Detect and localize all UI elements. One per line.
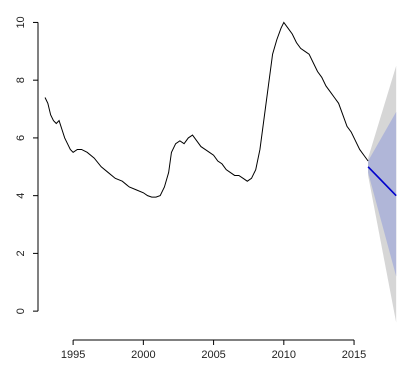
y-tick-label: 0 <box>15 308 27 314</box>
y-tick-label: 8 <box>15 77 27 83</box>
x-tick-label: 2010 <box>272 349 296 361</box>
history-line <box>44 21 369 198</box>
y-tick-label: 4 <box>15 193 27 199</box>
forecast-mean-line <box>367 166 397 197</box>
y-tick-label: 6 <box>15 135 27 141</box>
x-tick-label: 2015 <box>342 349 366 361</box>
band-80-area <box>368 111 397 277</box>
x-tick-label: 2000 <box>131 349 155 361</box>
y-tick-label: 2 <box>15 250 27 256</box>
x-tick-label: 1995 <box>61 349 85 361</box>
x-tick-label: 2005 <box>201 349 225 361</box>
y-tick-label: 10 <box>15 16 27 28</box>
